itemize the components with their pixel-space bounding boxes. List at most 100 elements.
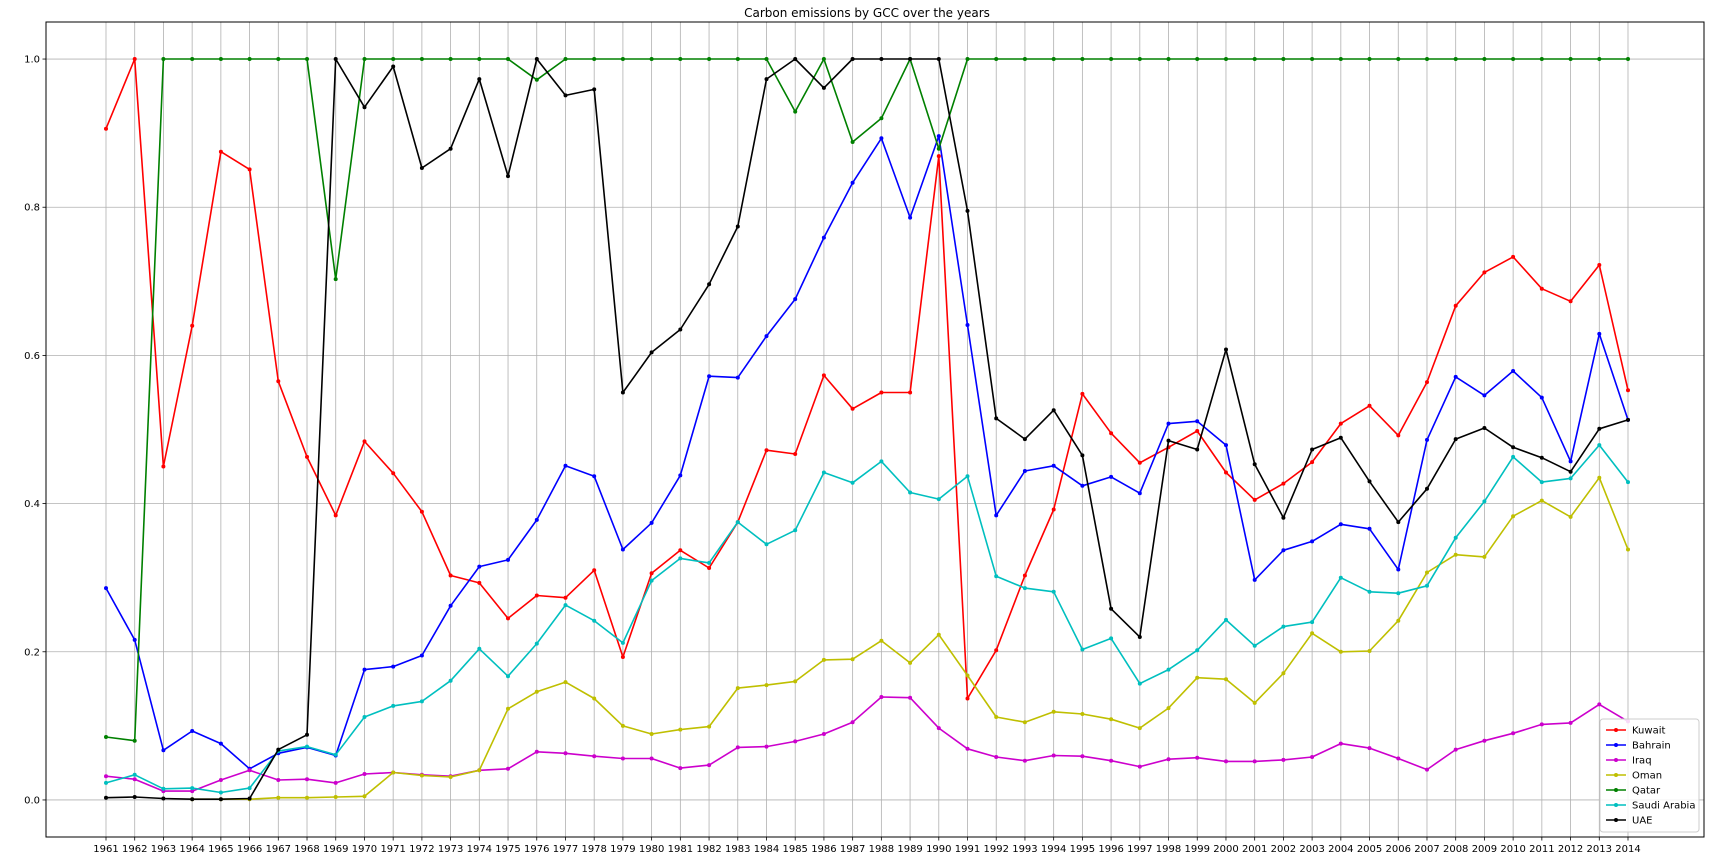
data-point-uae (305, 732, 309, 737)
data-point-uae (362, 105, 367, 110)
data-point-saudi-arabia (362, 715, 367, 719)
data-point-oman (1568, 514, 1573, 519)
data-point-kuwait (1137, 460, 1142, 465)
data-point-uae (793, 57, 798, 61)
data-point-kuwait (218, 149, 223, 154)
data-point-qatar (1396, 57, 1401, 61)
data-point-kuwait (1252, 497, 1257, 502)
data-point-uae (132, 795, 137, 799)
x-tick-label: 1973 (438, 844, 463, 855)
series-qatar (104, 57, 1630, 743)
data-point-iraq (1166, 757, 1171, 762)
data-point-iraq (821, 732, 826, 736)
data-point-qatar (305, 57, 309, 61)
data-point-uae (850, 57, 855, 61)
data-point-kuwait (161, 464, 166, 469)
data-point-qatar (1626, 57, 1630, 61)
data-point-oman (1453, 552, 1458, 557)
data-point-bahrain (1453, 374, 1458, 379)
data-point-oman (1482, 554, 1487, 559)
legend-label: Saudi Arabia (1632, 801, 1695, 812)
data-point-kuwait (1109, 431, 1114, 436)
data-point-bahrain (1367, 526, 1372, 531)
data-point-iraq (908, 695, 913, 700)
data-point-uae (477, 77, 482, 82)
data-point-kuwait (1281, 481, 1286, 486)
data-point-qatar (1166, 57, 1171, 61)
data-point-uae (735, 224, 740, 229)
data-point-bahrain (1310, 539, 1315, 544)
data-point-qatar (678, 57, 683, 61)
data-point-iraq (764, 744, 769, 749)
data-point-iraq (218, 778, 223, 782)
data-point-qatar (994, 57, 999, 61)
data-point-saudi-arabia (1051, 589, 1056, 594)
data-point-oman (1051, 709, 1056, 714)
data-point-iraq (1252, 759, 1257, 764)
data-point-oman (707, 724, 712, 729)
data-point-uae (104, 795, 108, 800)
x-tick-label: 2011 (1529, 844, 1554, 855)
data-point-iraq (707, 763, 712, 768)
data-point-oman (1511, 514, 1516, 519)
x-tick-label: 1983 (725, 844, 750, 855)
data-point-bahrain (1166, 421, 1171, 426)
x-tick-label: 1970 (352, 844, 377, 855)
data-point-bahrain (1511, 369, 1516, 373)
series-iraq (104, 695, 1630, 794)
data-point-uae (1195, 447, 1200, 452)
data-point-iraq (620, 756, 625, 761)
data-point-saudi-arabia (218, 790, 223, 795)
x-tick-label: 1988 (869, 844, 894, 855)
data-point-iraq (1080, 754, 1085, 759)
x-tick-label: 1974 (467, 844, 492, 855)
data-point-saudi-arabia (1109, 636, 1114, 641)
data-point-kuwait (506, 616, 510, 621)
data-point-qatar (419, 57, 424, 61)
data-point-oman (936, 632, 941, 637)
x-tick-label: 1976 (524, 844, 549, 855)
series-oman (190, 475, 1630, 802)
data-point-saudi-arabia (333, 752, 338, 757)
data-point-qatar (620, 57, 625, 61)
data-point-bahrain (1396, 567, 1401, 572)
data-point-qatar (1109, 57, 1114, 61)
data-point-qatar (362, 57, 367, 61)
data-point-uae (333, 57, 338, 61)
x-tick-label: 2007 (1414, 844, 1439, 855)
legend-label: Bahrain (1632, 741, 1671, 752)
data-point-bahrain (821, 235, 826, 240)
data-point-iraq (132, 777, 137, 782)
x-tick-label: 2013 (1587, 844, 1612, 855)
data-point-kuwait (1453, 303, 1458, 308)
data-point-saudi-arabia (506, 674, 510, 679)
x-tick-label: 1999 (1185, 844, 1210, 855)
x-tick-label: 1965 (208, 844, 233, 855)
data-point-bahrain (879, 136, 884, 141)
data-point-bahrain (1482, 393, 1487, 398)
x-tick-label: 1985 (782, 844, 807, 855)
y-tick-label: 1.0 (24, 55, 40, 66)
data-point-uae (391, 64, 396, 69)
x-tick-label: 2010 (1500, 844, 1525, 855)
data-point-iraq (994, 755, 999, 759)
data-point-kuwait (1396, 433, 1401, 438)
legend-label: UAE (1632, 816, 1652, 827)
data-point-qatar (161, 57, 166, 61)
data-point-saudi-arabia (419, 699, 424, 704)
legend-item: Qatar (1606, 786, 1661, 797)
data-point-oman (1109, 717, 1114, 722)
data-point-saudi-arabia (1511, 454, 1516, 459)
data-point-kuwait (908, 390, 913, 395)
data-point-bahrain (1568, 459, 1573, 464)
data-point-uae (1022, 437, 1027, 442)
data-point-uae (1252, 462, 1257, 467)
data-point-oman (477, 768, 482, 773)
data-point-oman (592, 696, 597, 701)
data-point-iraq (649, 756, 654, 761)
data-point-kuwait (1597, 263, 1602, 267)
data-point-iraq (1051, 753, 1056, 758)
data-point-saudi-arabia (1137, 681, 1142, 686)
data-point-saudi-arabia (1224, 617, 1228, 622)
data-point-kuwait (333, 513, 338, 518)
